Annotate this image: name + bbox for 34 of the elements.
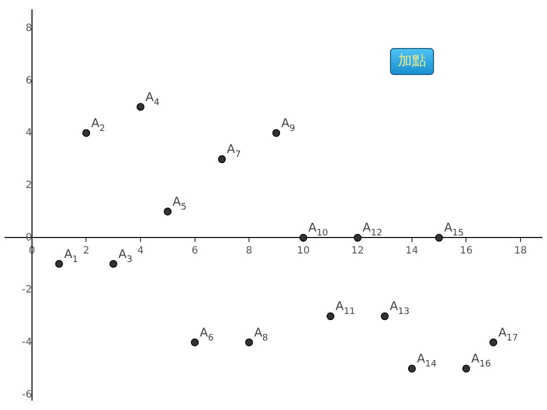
x-tick-label: 2 — [83, 245, 90, 256]
point — [190, 338, 199, 346]
y-tick-label: -6 — [22, 389, 32, 400]
point — [380, 312, 389, 320]
point — [164, 208, 172, 216]
y-tick-label: 6 — [26, 75, 32, 86]
y-tick-label: 2 — [26, 180, 32, 191]
x-tick-label: 12 — [351, 245, 364, 256]
point — [55, 260, 63, 268]
x-tick-label: 10 — [296, 245, 310, 256]
point — [408, 364, 416, 372]
point — [218, 155, 226, 164]
y-tick-label: -2 — [22, 284, 32, 296]
point — [245, 338, 253, 346]
x-tick-label: 6 — [192, 245, 198, 256]
point — [326, 312, 334, 320]
y-tick-label: 8 — [26, 22, 32, 34]
point — [272, 129, 280, 137]
point — [354, 234, 362, 242]
x-tick-label: 16 — [460, 245, 473, 256]
x-tick-label: 4 — [137, 245, 144, 256]
x-tick-label: 8 — [246, 245, 252, 256]
point — [109, 260, 118, 268]
x-tick-label: 14 — [406, 245, 418, 256]
point — [299, 234, 308, 242]
point — [82, 129, 90, 137]
point — [435, 234, 443, 242]
point — [462, 364, 470, 372]
point — [489, 338, 498, 346]
x-tick-label: 18 — [514, 245, 527, 256]
y-tick-label: 4 — [26, 128, 32, 139]
point — [136, 102, 144, 111]
add-point-button: 加點 — [390, 48, 434, 75]
y-tick-label: -4 — [22, 337, 32, 348]
